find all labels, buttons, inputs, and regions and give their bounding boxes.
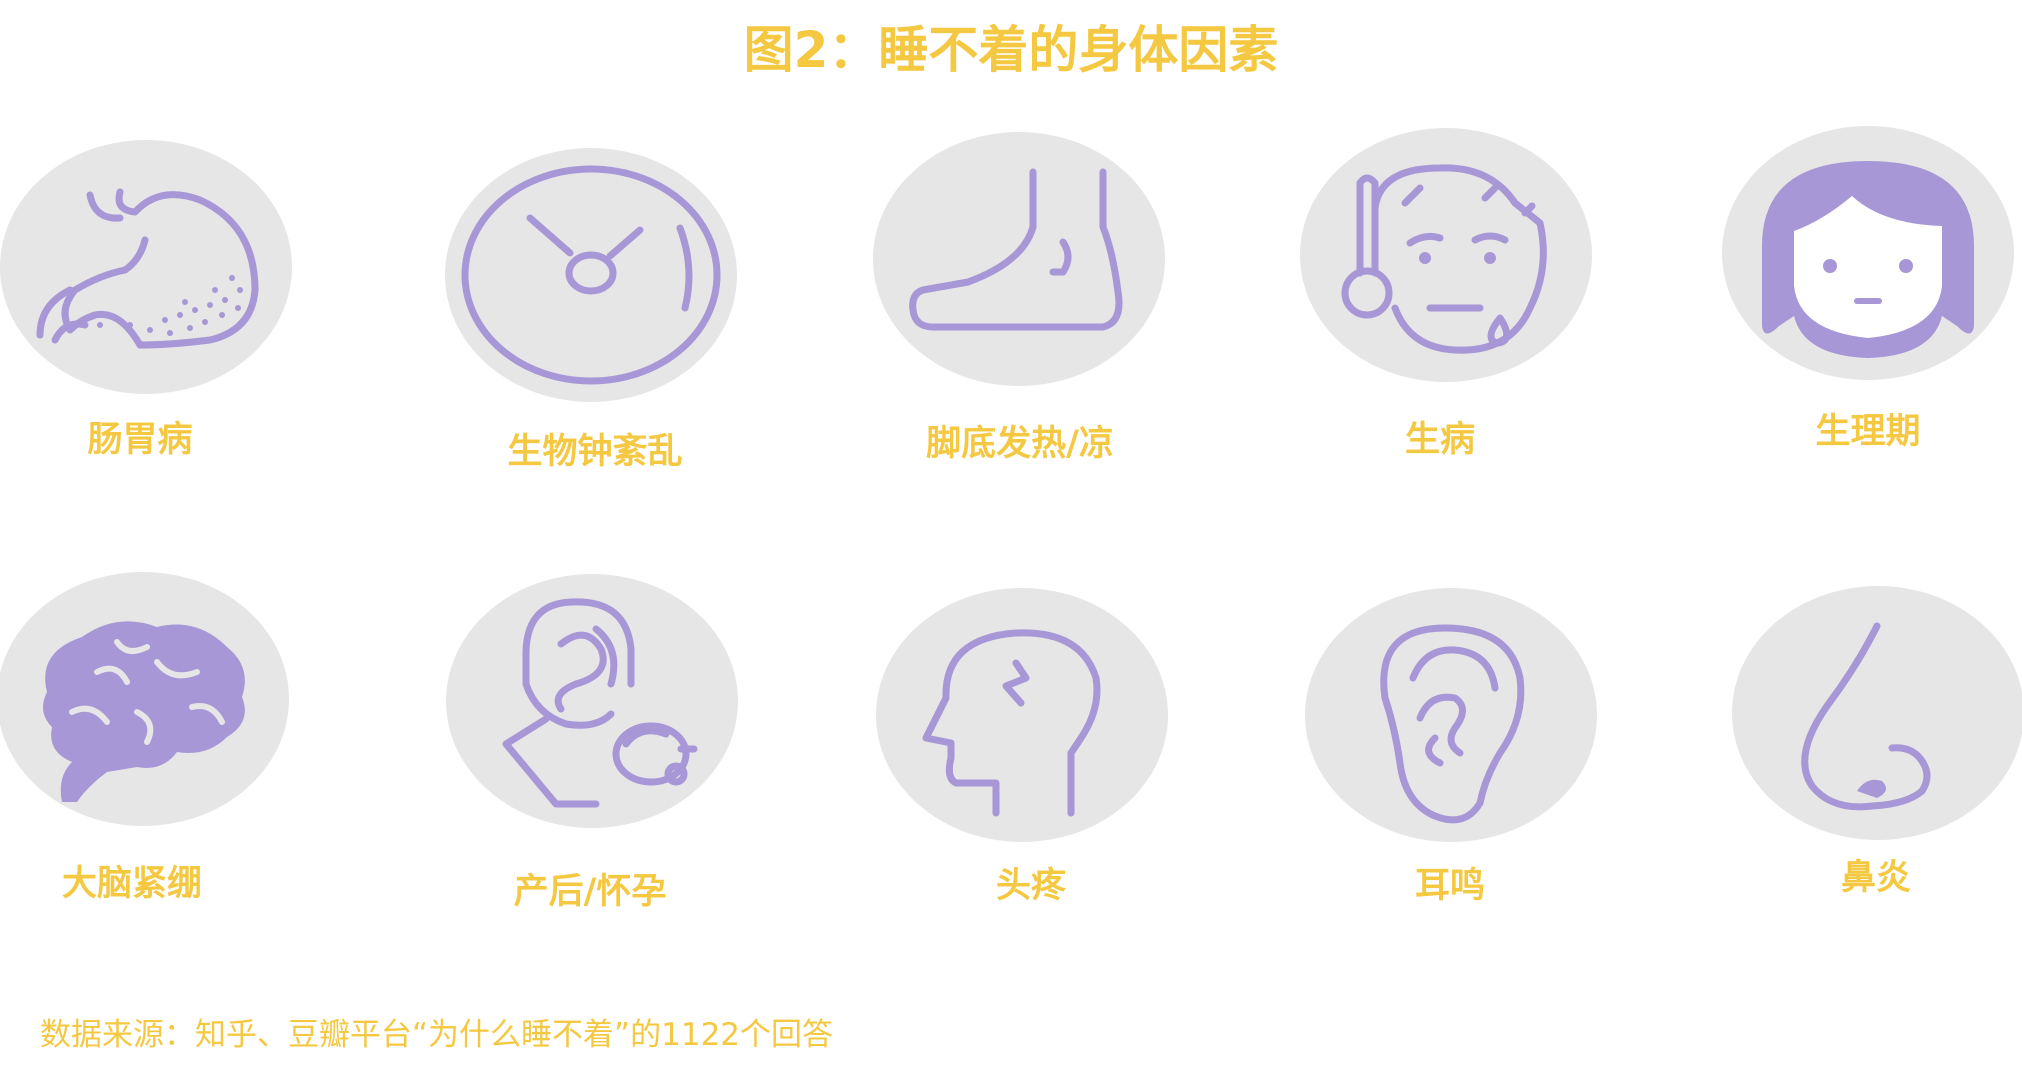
label-body-clock: 生物钟紊乱 bbox=[507, 432, 683, 472]
clock-circle bbox=[445, 148, 737, 402]
label-period: 生理期 bbox=[1815, 412, 1921, 452]
source-note: 数据来源：知乎、豆瓣平台“为什么睡不着”的1122个回答 bbox=[40, 1017, 834, 1053]
foot-circle bbox=[873, 132, 1165, 386]
page-title: 图2：睡不着的身体因素 bbox=[743, 21, 1279, 79]
brain-icon bbox=[43, 621, 245, 802]
ear-circle bbox=[1305, 588, 1597, 842]
sick-circle bbox=[1300, 128, 1592, 382]
label-sick: 生病 bbox=[1404, 420, 1475, 460]
label-tinnitus: 耳鸣 bbox=[1414, 866, 1485, 906]
label-brain: 大脑紧绷 bbox=[61, 864, 202, 904]
label-rhinitis: 鼻炎 bbox=[1840, 858, 1911, 898]
headache-circle bbox=[876, 588, 1168, 842]
clock-icon bbox=[461, 165, 721, 385]
brain-circle bbox=[0, 572, 289, 826]
headache-icon bbox=[922, 629, 1101, 817]
stomach-icon bbox=[36, 188, 259, 349]
label-foot: 脚底发热/凉 bbox=[926, 424, 1114, 464]
sick-face-thermometer-icon bbox=[1341, 164, 1547, 354]
nose-icon bbox=[1801, 622, 1931, 811]
foot-icon bbox=[909, 168, 1123, 331]
label-gastro: 肠胃病 bbox=[87, 420, 193, 460]
girl-circle bbox=[1722, 126, 2014, 380]
mother-baby-icon bbox=[502, 598, 698, 808]
ear-icon bbox=[1380, 624, 1525, 824]
stomach-circle bbox=[0, 140, 292, 394]
mother-baby-circle bbox=[446, 574, 738, 828]
label-headache: 头疼 bbox=[995, 866, 1066, 906]
label-pregnancy: 产后/怀孕 bbox=[513, 872, 667, 912]
girl-face-icon bbox=[1762, 161, 1974, 358]
nose-circle bbox=[1732, 586, 2022, 840]
